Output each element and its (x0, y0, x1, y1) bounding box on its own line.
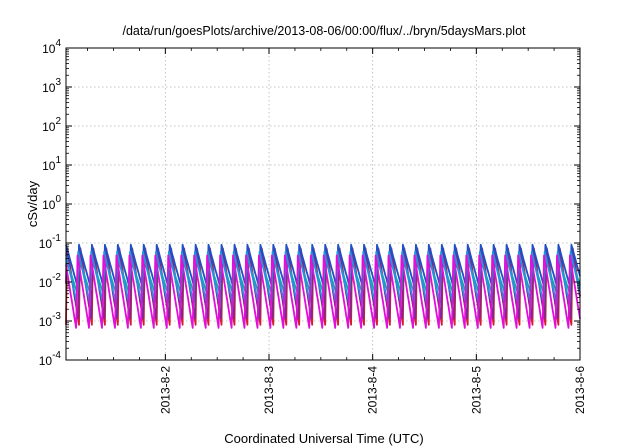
series-line (65, 254, 581, 329)
x-tick-label: 2013-8-2 (158, 366, 172, 414)
x-axis-label: Coordinated Universal Time (UTC) (224, 431, 423, 446)
y-tick-label: 103 (42, 77, 61, 95)
series-group (65, 243, 581, 329)
y-tick-label: 10-4 (39, 350, 62, 368)
y-tick-label: 10-1 (39, 233, 62, 251)
y-tick-label: 102 (42, 116, 61, 134)
axes: 10-4 10-3 10-2 10-1 100 101 102 103 104 2013-8-2 2… (39, 38, 587, 414)
y-tick-label: 10-3 (39, 311, 62, 329)
y-tick-label: 104 (42, 38, 61, 56)
y-tick-label: 101 (42, 155, 61, 173)
y-tick-label: 100 (42, 194, 61, 212)
y-tick-label: 10-2 (39, 272, 62, 290)
x-tick-label: 2013-8-5 (469, 366, 483, 414)
y-axis-label: cSv/day (25, 180, 40, 227)
chart-title: /data/run/goesPlots/archive/2013-08-06/0… (122, 24, 526, 38)
x-tick-label: 2013-8-4 (366, 366, 380, 414)
x-tick-label: 2013-8-3 (262, 366, 276, 414)
x-tick-label: 2013-8-6 (573, 366, 587, 414)
